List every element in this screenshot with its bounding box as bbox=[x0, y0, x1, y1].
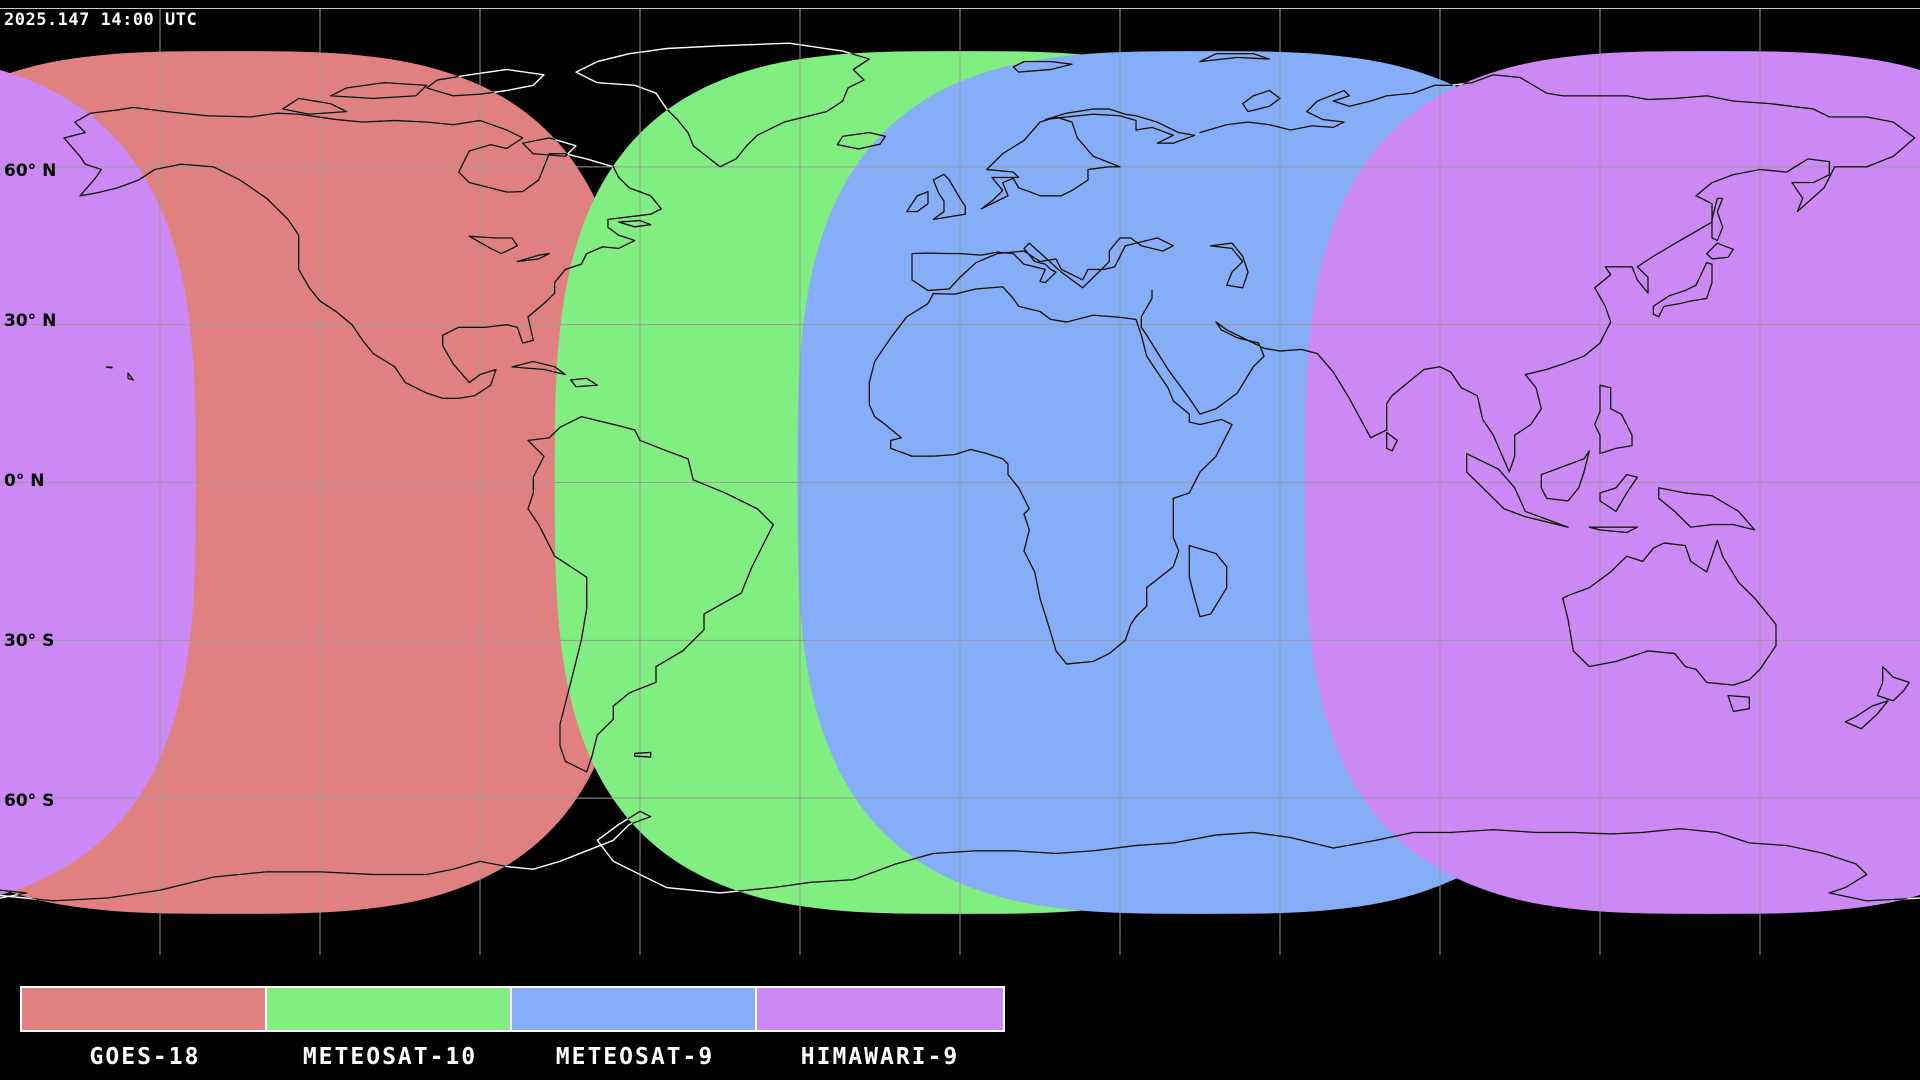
coastline-path bbox=[1466, 452, 1569, 528]
coastline-path bbox=[1562, 539, 1777, 686]
legend-label-meteosat-10: METEOSAT-10 bbox=[302, 1044, 478, 1070]
coastline-path bbox=[1844, 700, 1889, 730]
coastline-path bbox=[282, 97, 348, 115]
coastline-path bbox=[1188, 544, 1228, 618]
coastline-path bbox=[906, 190, 929, 213]
coastline-path bbox=[634, 751, 652, 758]
coastline-path bbox=[618, 219, 652, 228]
legend-entry: HIMAWARI-9 bbox=[755, 986, 1005, 1070]
legend-label-himawari-9: HIMAWARI-9 bbox=[800, 1044, 960, 1070]
coastline-path bbox=[106, 366, 113, 369]
coastline-path bbox=[468, 235, 518, 255]
coastline-path bbox=[330, 82, 428, 100]
legend-entry: METEOSAT-10 bbox=[265, 986, 515, 1070]
legend-label-meteosat-9: METEOSAT-9 bbox=[555, 1044, 715, 1070]
legend-entry: GOES-18 bbox=[20, 986, 270, 1070]
coastline-path bbox=[63, 106, 662, 399]
timestamp-label: 2025.147 14:00 UTC bbox=[4, 10, 198, 30]
coastline-path bbox=[1658, 487, 1756, 531]
legend-swatch-meteosat-9 bbox=[510, 986, 760, 1032]
legend-swatch-himawari-9 bbox=[755, 986, 1005, 1032]
coastline-path bbox=[1652, 261, 1713, 318]
coastline-path bbox=[1599, 473, 1638, 513]
coastline-path bbox=[0, 810, 1920, 902]
coastline-path bbox=[1199, 53, 1270, 63]
coastline-path bbox=[932, 173, 966, 221]
coastline-path bbox=[570, 377, 598, 388]
coastline-path bbox=[1711, 197, 1724, 242]
graticule-group bbox=[0, 9, 1920, 955]
legend-bar: GOES-18 METEOSAT-10 METEOSAT-9 HIMAWARI-9 bbox=[0, 956, 1920, 1080]
world-map-panel: 2025.147 14:00 UTC 60° N 30° N 0° N 30° S 60… bbox=[0, 8, 1920, 955]
coastline-path bbox=[1140, 74, 1916, 473]
coastline-path bbox=[527, 416, 774, 773]
map-canvas bbox=[0, 9, 1920, 955]
coastline-path bbox=[1540, 450, 1590, 502]
coastline-path bbox=[1210, 242, 1249, 289]
coastline-path bbox=[1594, 384, 1633, 455]
coastline-path bbox=[911, 237, 1174, 292]
latitude-label: 30° N bbox=[4, 311, 57, 331]
coastline-path bbox=[868, 286, 1233, 665]
coastline-path bbox=[1706, 242, 1734, 260]
legend-swatch-meteosat-10 bbox=[265, 986, 515, 1032]
coastline-path bbox=[127, 372, 134, 381]
latitude-label: 60° N bbox=[4, 161, 57, 181]
coastline-path bbox=[516, 252, 550, 263]
coastline-path bbox=[1386, 431, 1398, 452]
legend-label-goes-18: GOES-18 bbox=[89, 1044, 201, 1070]
coastline-path bbox=[511, 360, 566, 376]
coastline-path bbox=[1242, 89, 1281, 113]
legend-swatch-goes-18 bbox=[20, 986, 270, 1032]
coastline-path bbox=[836, 131, 886, 150]
coastline-path bbox=[1044, 108, 1196, 144]
coastline-path bbox=[1876, 665, 1910, 702]
coastline-path bbox=[1588, 526, 1638, 534]
latitude-label: 30° S bbox=[4, 631, 55, 651]
latitude-label: 60° S bbox=[4, 791, 55, 811]
coastline-path bbox=[1727, 694, 1750, 713]
legend-entry: METEOSAT-9 bbox=[510, 986, 760, 1070]
coastline-path bbox=[1012, 60, 1073, 73]
coastline-path bbox=[980, 116, 1121, 210]
latitude-label: 0° N bbox=[4, 471, 45, 491]
